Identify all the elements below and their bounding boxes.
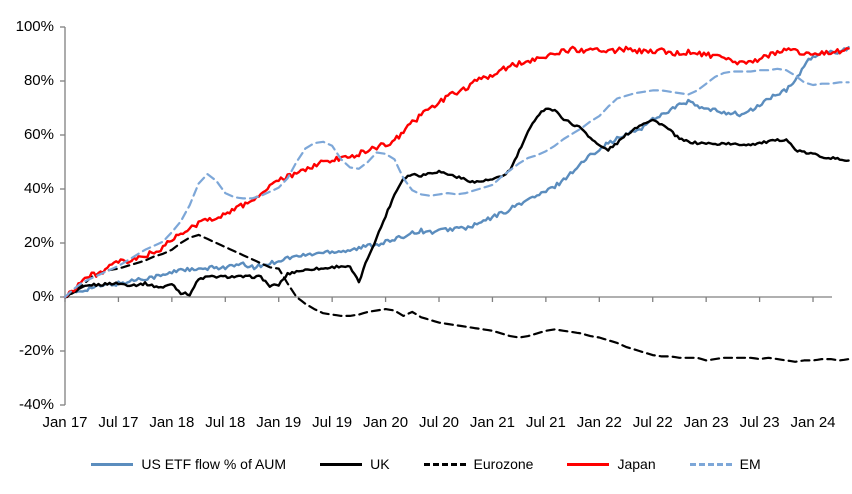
- y-tick-label: -20%: [18, 342, 54, 359]
- x-tick-label: Jul 19: [312, 414, 353, 431]
- y-tick-label: 60%: [23, 126, 54, 143]
- y-tick-label: 40%: [23, 180, 54, 197]
- x-tick-label: Jul 18: [205, 414, 246, 431]
- x-tick-label: Jan 17: [42, 414, 88, 431]
- legend-item-uk: UK: [320, 456, 390, 472]
- legend-line-swatch: [423, 462, 466, 466]
- series-line-japan: [63, 45, 850, 299]
- y-tick-label: 20%: [23, 234, 54, 251]
- legend-item-japan: Japan: [567, 456, 656, 472]
- x-tick-label: Jan 21: [469, 414, 515, 431]
- x-tick-label: Jul 17: [98, 414, 139, 431]
- series-line-us-etf-flow-of-aum: [63, 46, 850, 299]
- legend-label: Japan: [617, 456, 656, 472]
- x-tick-label: Jan 24: [790, 414, 836, 431]
- y-tick-label: 100%: [15, 18, 54, 35]
- y-tick-label: 0%: [32, 288, 54, 305]
- x-tick-label: Jan 19: [256, 414, 302, 431]
- legend-line-swatch: [320, 462, 363, 466]
- legend-label: Eurozone: [473, 456, 534, 472]
- x-tick-label: Jan 23: [683, 414, 729, 431]
- x-tick-label: Jul 23: [739, 414, 780, 431]
- legend-label: EM: [739, 456, 761, 472]
- chart-legend: US ETF flow % of AUM UK Eurozone Japan EM: [0, 456, 852, 472]
- y-tick-label: -40%: [18, 396, 54, 413]
- series-line-eurozone: [63, 233, 850, 363]
- x-tick-label: Jan 20: [363, 414, 409, 431]
- legend-line-swatch: [91, 462, 134, 466]
- legend-label: UK: [370, 456, 390, 472]
- legend-label: US ETF flow % of AUM: [141, 456, 287, 472]
- legend-item-eurozone: Eurozone: [423, 456, 534, 472]
- x-tick-label: Jul 22: [632, 414, 673, 431]
- x-tick-label: Jul 20: [418, 414, 460, 431]
- legend-item-em: EM: [689, 456, 761, 472]
- x-tick-label: Jan 22: [576, 414, 622, 431]
- legend-line-swatch: [689, 462, 732, 466]
- x-tick-label: Jan 18: [149, 414, 195, 431]
- legend-line-swatch: [567, 462, 610, 466]
- legend-item-us-etf-flow-of-aum: US ETF flow % of AUM: [91, 456, 286, 472]
- y-tick-label: 80%: [23, 72, 54, 89]
- series-line-uk: [63, 107, 850, 299]
- x-tick-label: Jul 21: [525, 414, 566, 431]
- series-line-em: [63, 67, 850, 299]
